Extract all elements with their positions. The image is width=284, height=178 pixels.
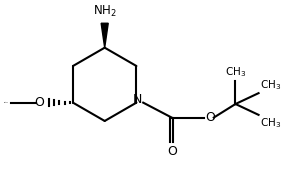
Polygon shape: [101, 23, 108, 48]
Text: CH$_3$: CH$_3$: [260, 78, 281, 92]
Text: NH$_2$: NH$_2$: [93, 4, 117, 19]
Text: methyl: methyl: [4, 102, 9, 103]
Text: O: O: [167, 145, 177, 158]
Text: CH$_3$: CH$_3$: [225, 65, 246, 79]
Text: O: O: [206, 111, 216, 124]
Text: O: O: [35, 96, 45, 109]
Text: CH$_3$: CH$_3$: [260, 116, 281, 130]
Text: N: N: [133, 93, 143, 106]
